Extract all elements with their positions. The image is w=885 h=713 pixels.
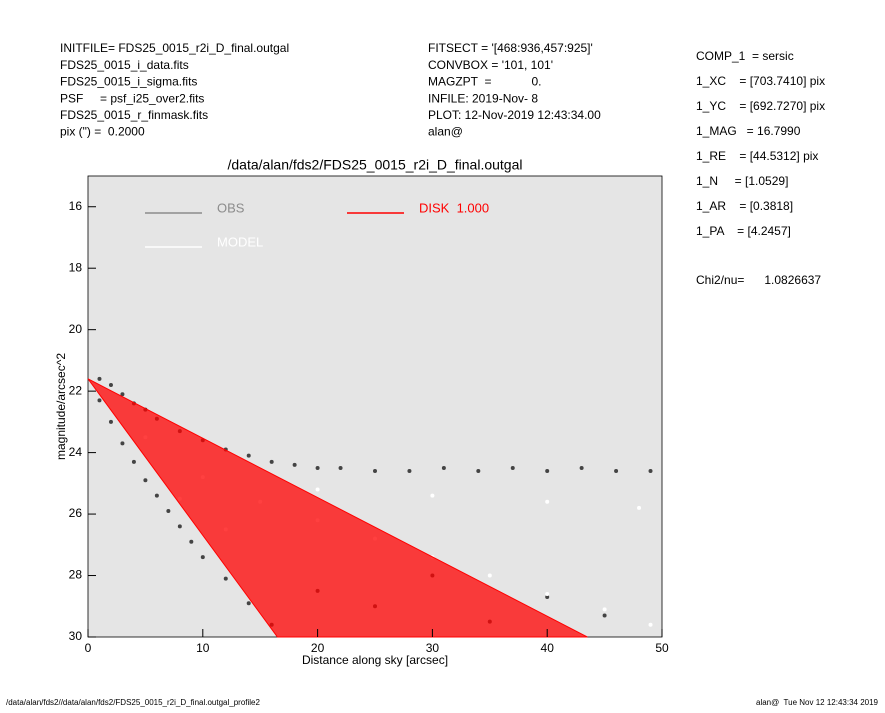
data-point	[292, 462, 297, 467]
param-line: COMP_1 = sersic	[696, 49, 794, 63]
data-point	[269, 459, 274, 464]
data-point	[373, 469, 377, 474]
info-line: MAGZPT = 0.	[428, 75, 541, 89]
data-point	[545, 591, 550, 596]
info-line: INFILE: 2019-Nov- 8	[428, 91, 538, 105]
data-point	[545, 499, 550, 504]
info-line: PLOT: 12-Nov-2019 12:43:34.00	[428, 108, 601, 122]
chi2: Chi2/nu= 1.0826637	[696, 273, 821, 287]
data-point	[648, 469, 653, 474]
chart-title: /data/alan/fds2/FDS25_0015_r2i_D_final.o…	[228, 157, 523, 173]
y-tick-label: 30	[69, 629, 83, 643]
info-line: CONVBOX = '101, 101'	[428, 58, 553, 72]
info-line: alan@	[428, 125, 463, 139]
y-tick-label: 24	[69, 445, 83, 459]
data-point	[97, 376, 102, 381]
data-point	[407, 469, 412, 474]
info-line: PSF = psf_i25_over2.fits	[60, 91, 204, 105]
data-point	[177, 524, 182, 529]
y-tick-label: 18	[69, 260, 83, 274]
data-point	[246, 453, 251, 458]
data-point	[545, 595, 550, 600]
x-tick-label: 30	[426, 641, 440, 655]
x-tick-label: 40	[541, 641, 555, 655]
data-point	[602, 607, 607, 612]
param-line: 1_AR = [0.3818]	[696, 199, 793, 213]
data-point	[108, 382, 113, 387]
info-line: FDS25_0015_r_finmask.fits	[60, 108, 208, 122]
x-tick-label: 20	[311, 641, 325, 655]
data-point	[602, 613, 607, 618]
y-axis-label: magnitude/arcsec^2	[54, 353, 68, 460]
legend-label: MODEL	[217, 234, 263, 249]
data-point	[223, 576, 228, 581]
data-point	[510, 465, 515, 470]
param-line: 1_XC = [703.7410] pix	[696, 74, 825, 88]
info-line: pix (") = 0.2000	[60, 125, 145, 139]
data-point	[545, 469, 550, 474]
footer: alan@ Tue Nov 12 12:43:34 2019	[756, 698, 879, 707]
info-line: FITSECT = '[468:936,457:925]'	[428, 41, 593, 55]
x-tick-label: 0	[85, 641, 92, 655]
data-point	[476, 469, 481, 474]
y-tick-label: 16	[69, 199, 83, 213]
x-tick-label: 10	[196, 641, 210, 655]
param-line: 1_YC = [692.7270] pix	[696, 99, 825, 113]
data-point	[487, 573, 492, 578]
data-point	[614, 469, 619, 474]
x-axis-label: Distance along sky [arcsec]	[302, 653, 448, 667]
data-point	[97, 398, 102, 403]
param-line: 1_RE = [44.5312] pix	[696, 149, 818, 163]
data-point	[166, 508, 171, 513]
y-tick-label: 28	[69, 568, 83, 582]
data-point	[315, 465, 320, 470]
param-line: 1_PA = [4.2457]	[696, 224, 791, 238]
data-point	[338, 465, 343, 470]
data-point	[430, 493, 435, 498]
data-point	[108, 419, 113, 424]
data-point	[579, 465, 584, 470]
data-point	[200, 555, 205, 560]
footer: /data/alan/fds2//data/alan/fds2/FDS25_00…	[6, 698, 261, 707]
data-point	[189, 539, 194, 544]
legend-label: OBS	[217, 200, 245, 215]
data-point	[143, 478, 148, 483]
y-tick-label: 26	[69, 506, 83, 520]
y-tick-label: 20	[69, 322, 83, 336]
info-line: FDS25_0015_i_sigma.fits	[60, 75, 197, 89]
data-point	[246, 601, 251, 606]
data-point	[131, 459, 136, 464]
param-line: 1_MAG = 16.7990	[696, 124, 801, 138]
param-line: 1_N = [1.0529]	[696, 174, 788, 188]
data-point	[441, 465, 446, 470]
legend-label: DISK 1.000	[419, 200, 489, 215]
data-point	[315, 487, 320, 492]
data-point	[120, 392, 125, 397]
data-point	[154, 493, 159, 498]
data-point	[648, 622, 653, 627]
info-line: FDS25_0015_i_data.fits	[60, 58, 189, 72]
info-line: INITFILE= FDS25_0015_r2i_D_final.outgal	[60, 41, 289, 55]
data-point	[120, 441, 125, 446]
y-tick-label: 22	[69, 383, 83, 397]
x-tick-label: 50	[655, 641, 669, 655]
data-point	[637, 505, 642, 510]
